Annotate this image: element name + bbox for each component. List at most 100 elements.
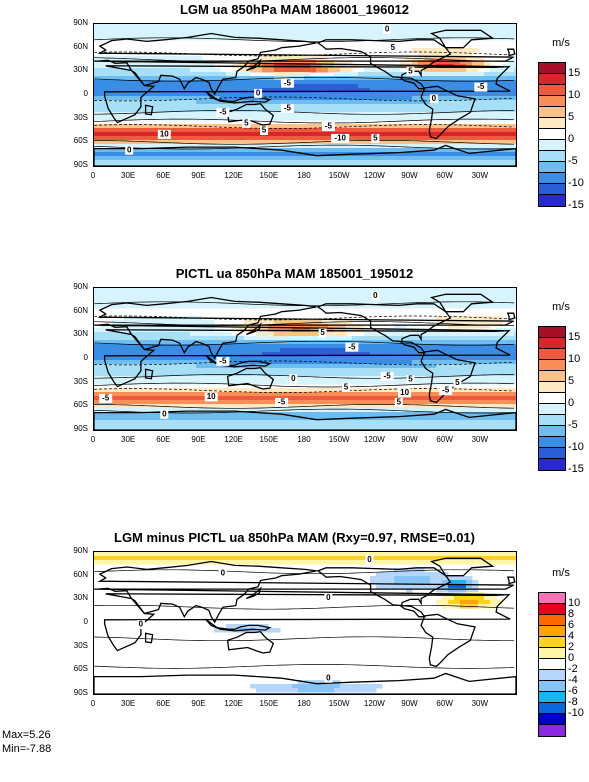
colorbar-tick-label: 15 xyxy=(568,331,581,343)
panel3-title: LGM minus PICTL ua 850hPa MAM (Rxy=0.97,… xyxy=(114,530,475,545)
colorbar-tick-label: 10 xyxy=(568,597,581,609)
colorbar-swatch xyxy=(539,184,565,195)
lon-tick-label: 150E xyxy=(259,699,279,708)
colorbar-swatch xyxy=(539,118,565,129)
lon-tick-label: 90E xyxy=(191,699,206,708)
colorbar-swatch xyxy=(539,393,565,404)
colorbar-tick-label: -2 xyxy=(568,663,578,675)
panel1-title: LGM ua 850hPa MAM 186001_196012 xyxy=(179,2,410,17)
colorbar-swatch xyxy=(539,360,565,371)
lon-tick-label: 60E xyxy=(156,435,171,444)
colorbar-unit: m/s xyxy=(552,37,570,49)
lon-tick-label: 180 xyxy=(297,699,311,708)
contour-label: 0 xyxy=(256,89,261,98)
colorbar-swatch xyxy=(539,703,565,714)
panel3-map: 0 0 0 0 0 xyxy=(93,551,517,695)
lon-tick-label: 150W xyxy=(328,699,350,708)
contour-label: 5 xyxy=(320,328,325,337)
contour-label: 0 xyxy=(432,94,437,103)
colorbar-swatch xyxy=(539,129,565,140)
panel3-plot: 0 0 0 0 0 xyxy=(94,552,516,694)
lon-tick-label: 150E xyxy=(259,171,279,180)
contour-label: 5 xyxy=(244,119,249,128)
field-shading xyxy=(94,288,516,430)
lat-tick-label: 90N xyxy=(73,282,88,291)
contour-labels: 0 0 0 0 0 xyxy=(136,555,374,683)
colorbar-tick-label: 0 xyxy=(568,397,575,409)
colorbar-swatch xyxy=(539,615,565,626)
contour-label: 5 xyxy=(262,126,267,135)
lat-tick-label: 60S xyxy=(73,400,88,410)
lat-tick-label: 90S xyxy=(73,424,88,433)
contour-label: -5 xyxy=(284,104,292,113)
lon-tick-label: 180 xyxy=(297,435,311,444)
contour-label: -10 xyxy=(334,134,346,143)
colorbar-swatch xyxy=(539,382,565,393)
contour-label: -5 xyxy=(384,372,392,381)
colorbar-swatch xyxy=(539,140,565,151)
lon-tick-label: 90W xyxy=(401,171,418,180)
contour-label: 0 xyxy=(291,374,296,383)
contour-label: 5 xyxy=(391,43,396,52)
contour-label: 0 xyxy=(326,673,331,682)
contour-label: 5 xyxy=(373,134,378,143)
lon-tick-label: 60E xyxy=(156,171,171,180)
contour-label: -5 xyxy=(219,357,227,366)
colorbar-tick-label: -10 xyxy=(568,177,584,189)
contour-label: 0 xyxy=(221,568,226,577)
lon-tick-label: 90E xyxy=(191,171,206,180)
contour-label: -5 xyxy=(325,122,333,131)
lon-tick-label: 30E xyxy=(121,171,136,180)
lat-tick-label: 0 xyxy=(83,353,88,362)
lat-tick-label: 60S xyxy=(73,664,88,674)
contour-label: 5 xyxy=(344,383,349,392)
lon-tick-label: 30W xyxy=(471,699,489,708)
contour-label: 5 xyxy=(455,378,460,387)
contour-label: -5 xyxy=(278,398,286,407)
contour-label: -5 xyxy=(102,394,110,403)
colorbar-swatch xyxy=(539,327,565,338)
colorbar-tick-label: 0 xyxy=(568,133,575,145)
colorbar-tick-label: 5 xyxy=(568,111,575,123)
colorbar-tick-label: 0 xyxy=(568,652,575,664)
colorbar-swatch xyxy=(539,107,565,118)
lon-tick-label: 0 xyxy=(90,171,96,180)
colorbar-tick-label: -10 xyxy=(568,707,584,719)
contour-label: 10 xyxy=(160,130,169,139)
colorbar-swatch xyxy=(539,604,565,615)
lat-tick-label: 0 xyxy=(83,89,88,98)
lon-tick-label: 60E xyxy=(156,699,171,708)
colorbar xyxy=(538,592,566,737)
colorbar-swatch xyxy=(539,404,565,415)
contour-label: 5 xyxy=(408,375,413,384)
contour-label: 0 xyxy=(127,145,132,154)
lon-tick-label: 150W xyxy=(328,435,350,444)
colorbar-tick-label: -4 xyxy=(568,674,578,686)
colorbar-tick-label: -6 xyxy=(568,685,578,697)
lat-tick-label: 90N xyxy=(73,546,88,555)
colorbar-swatch xyxy=(539,448,565,459)
lon-tick-label: 90W xyxy=(401,435,418,444)
lat-tick-label: 60S xyxy=(73,136,88,146)
colorbar-swatch xyxy=(539,415,565,426)
contour-lines xyxy=(94,569,515,669)
lon-tick-label: 30W xyxy=(471,435,489,444)
colorbar-swatch xyxy=(539,593,565,604)
colorbar-tick-label: -8 xyxy=(568,696,578,708)
lat-tick-label: 90S xyxy=(73,160,88,169)
panel2-map: 0 -5 5 -5 5 0 -5 5 10 5 10 -5 -5 0 5 -5 xyxy=(93,287,517,431)
colorbar-swatch xyxy=(539,725,565,736)
lon-tick-label: 180 xyxy=(297,171,311,180)
lat-tick-label: 60N xyxy=(73,569,88,579)
colorbar-swatch xyxy=(539,162,565,173)
coastlines xyxy=(94,557,516,694)
lon-tick-label: 60W xyxy=(436,171,453,180)
contour-lines xyxy=(94,37,515,150)
colorbar-swatch xyxy=(539,670,565,681)
lon-tick-label: 60W xyxy=(436,435,453,444)
lat-tick-label: 60N xyxy=(73,305,88,315)
colorbar-tick-label: 5 xyxy=(568,375,575,387)
colorbar-swatch xyxy=(539,371,565,382)
